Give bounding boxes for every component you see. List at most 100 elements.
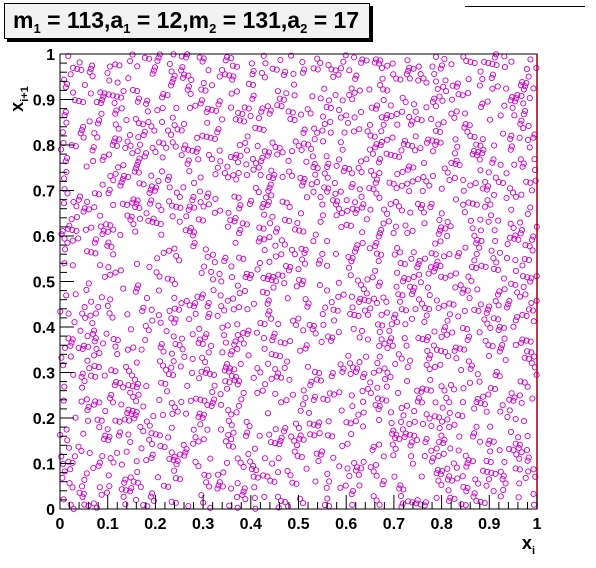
data-point [512, 193, 520, 200]
data-point [431, 328, 438, 335]
data-point [407, 283, 414, 290]
data-point [405, 276, 412, 283]
data-point [352, 209, 359, 217]
data-point [81, 304, 88, 311]
data-point [243, 161, 250, 168]
data-point [299, 58, 306, 66]
data-point [294, 452, 301, 459]
data-point [448, 96, 456, 103]
data-point [177, 451, 184, 458]
data-point [205, 151, 213, 158]
data-point [335, 156, 343, 163]
data-point [91, 239, 98, 246]
data-point [367, 390, 374, 397]
data-point [109, 92, 116, 99]
data-point [186, 104, 194, 111]
data-point [92, 398, 99, 405]
data-point [230, 295, 237, 302]
data-point [268, 167, 275, 174]
data-point [239, 220, 246, 227]
data-point [431, 363, 439, 371]
data-point [135, 120, 142, 127]
data-point [104, 302, 111, 309]
data-point [347, 272, 354, 279]
data-point [229, 76, 236, 83]
data-point [351, 114, 358, 121]
data-point [282, 425, 289, 432]
data-point [159, 362, 166, 369]
data-point [428, 250, 435, 257]
data-point [383, 397, 390, 404]
data-point [246, 423, 253, 430]
data-point [123, 117, 130, 124]
title-part: a1 = 12, [110, 6, 189, 36]
data-point [491, 227, 498, 234]
data-point [121, 479, 128, 486]
data-point [268, 351, 275, 358]
data-point [187, 90, 194, 97]
data-point [249, 95, 256, 102]
data-point [303, 465, 310, 472]
data-point [349, 487, 356, 494]
data-point [296, 435, 303, 442]
data-point [530, 490, 537, 498]
data-point [80, 430, 87, 437]
data-point [60, 175, 68, 182]
data-point [112, 121, 119, 128]
data-point [349, 170, 356, 177]
data-point [208, 82, 216, 89]
data-point [505, 301, 512, 308]
data-point [529, 187, 536, 194]
data-point [435, 304, 442, 311]
data-point [451, 150, 458, 157]
data-point [132, 288, 139, 295]
data-point [165, 371, 172, 378]
data-point [367, 464, 374, 471]
data-point [282, 262, 290, 270]
data-point [406, 420, 413, 428]
data-point [224, 223, 231, 230]
data-point [272, 228, 280, 235]
data-point [122, 476, 129, 483]
data-point [291, 437, 298, 444]
data-point [296, 495, 304, 502]
data-point [167, 82, 175, 89]
data-point [64, 239, 71, 246]
data-point [408, 315, 415, 322]
data-point [274, 102, 281, 109]
data-point [313, 376, 320, 383]
data-point [485, 169, 492, 176]
data-point [441, 436, 448, 443]
data-point [133, 384, 140, 391]
data-point [476, 82, 483, 89]
data-point [447, 223, 454, 230]
data-point [528, 299, 535, 307]
data-point [162, 366, 169, 373]
data-point [390, 452, 397, 459]
data-point [307, 431, 314, 438]
data-point [98, 491, 105, 498]
data-point [369, 150, 376, 157]
data-point [453, 83, 460, 90]
data-point [511, 161, 518, 168]
data-point [184, 382, 191, 389]
data-point [144, 97, 151, 104]
data-point [334, 307, 341, 314]
data-point [492, 470, 499, 477]
data-point [243, 172, 251, 179]
data-point [516, 441, 523, 448]
data-point [482, 178, 489, 186]
data-point [242, 139, 249, 146]
data-point [157, 319, 164, 326]
data-point [484, 98, 491, 105]
data-point [402, 307, 410, 314]
data-point [426, 292, 433, 299]
data-point [223, 54, 230, 61]
data-point [468, 277, 475, 284]
data-point [64, 190, 71, 197]
data-point [432, 399, 439, 406]
data-point [487, 324, 494, 332]
data-point [365, 297, 372, 304]
data-point [504, 241, 511, 248]
data-point [394, 245, 401, 252]
